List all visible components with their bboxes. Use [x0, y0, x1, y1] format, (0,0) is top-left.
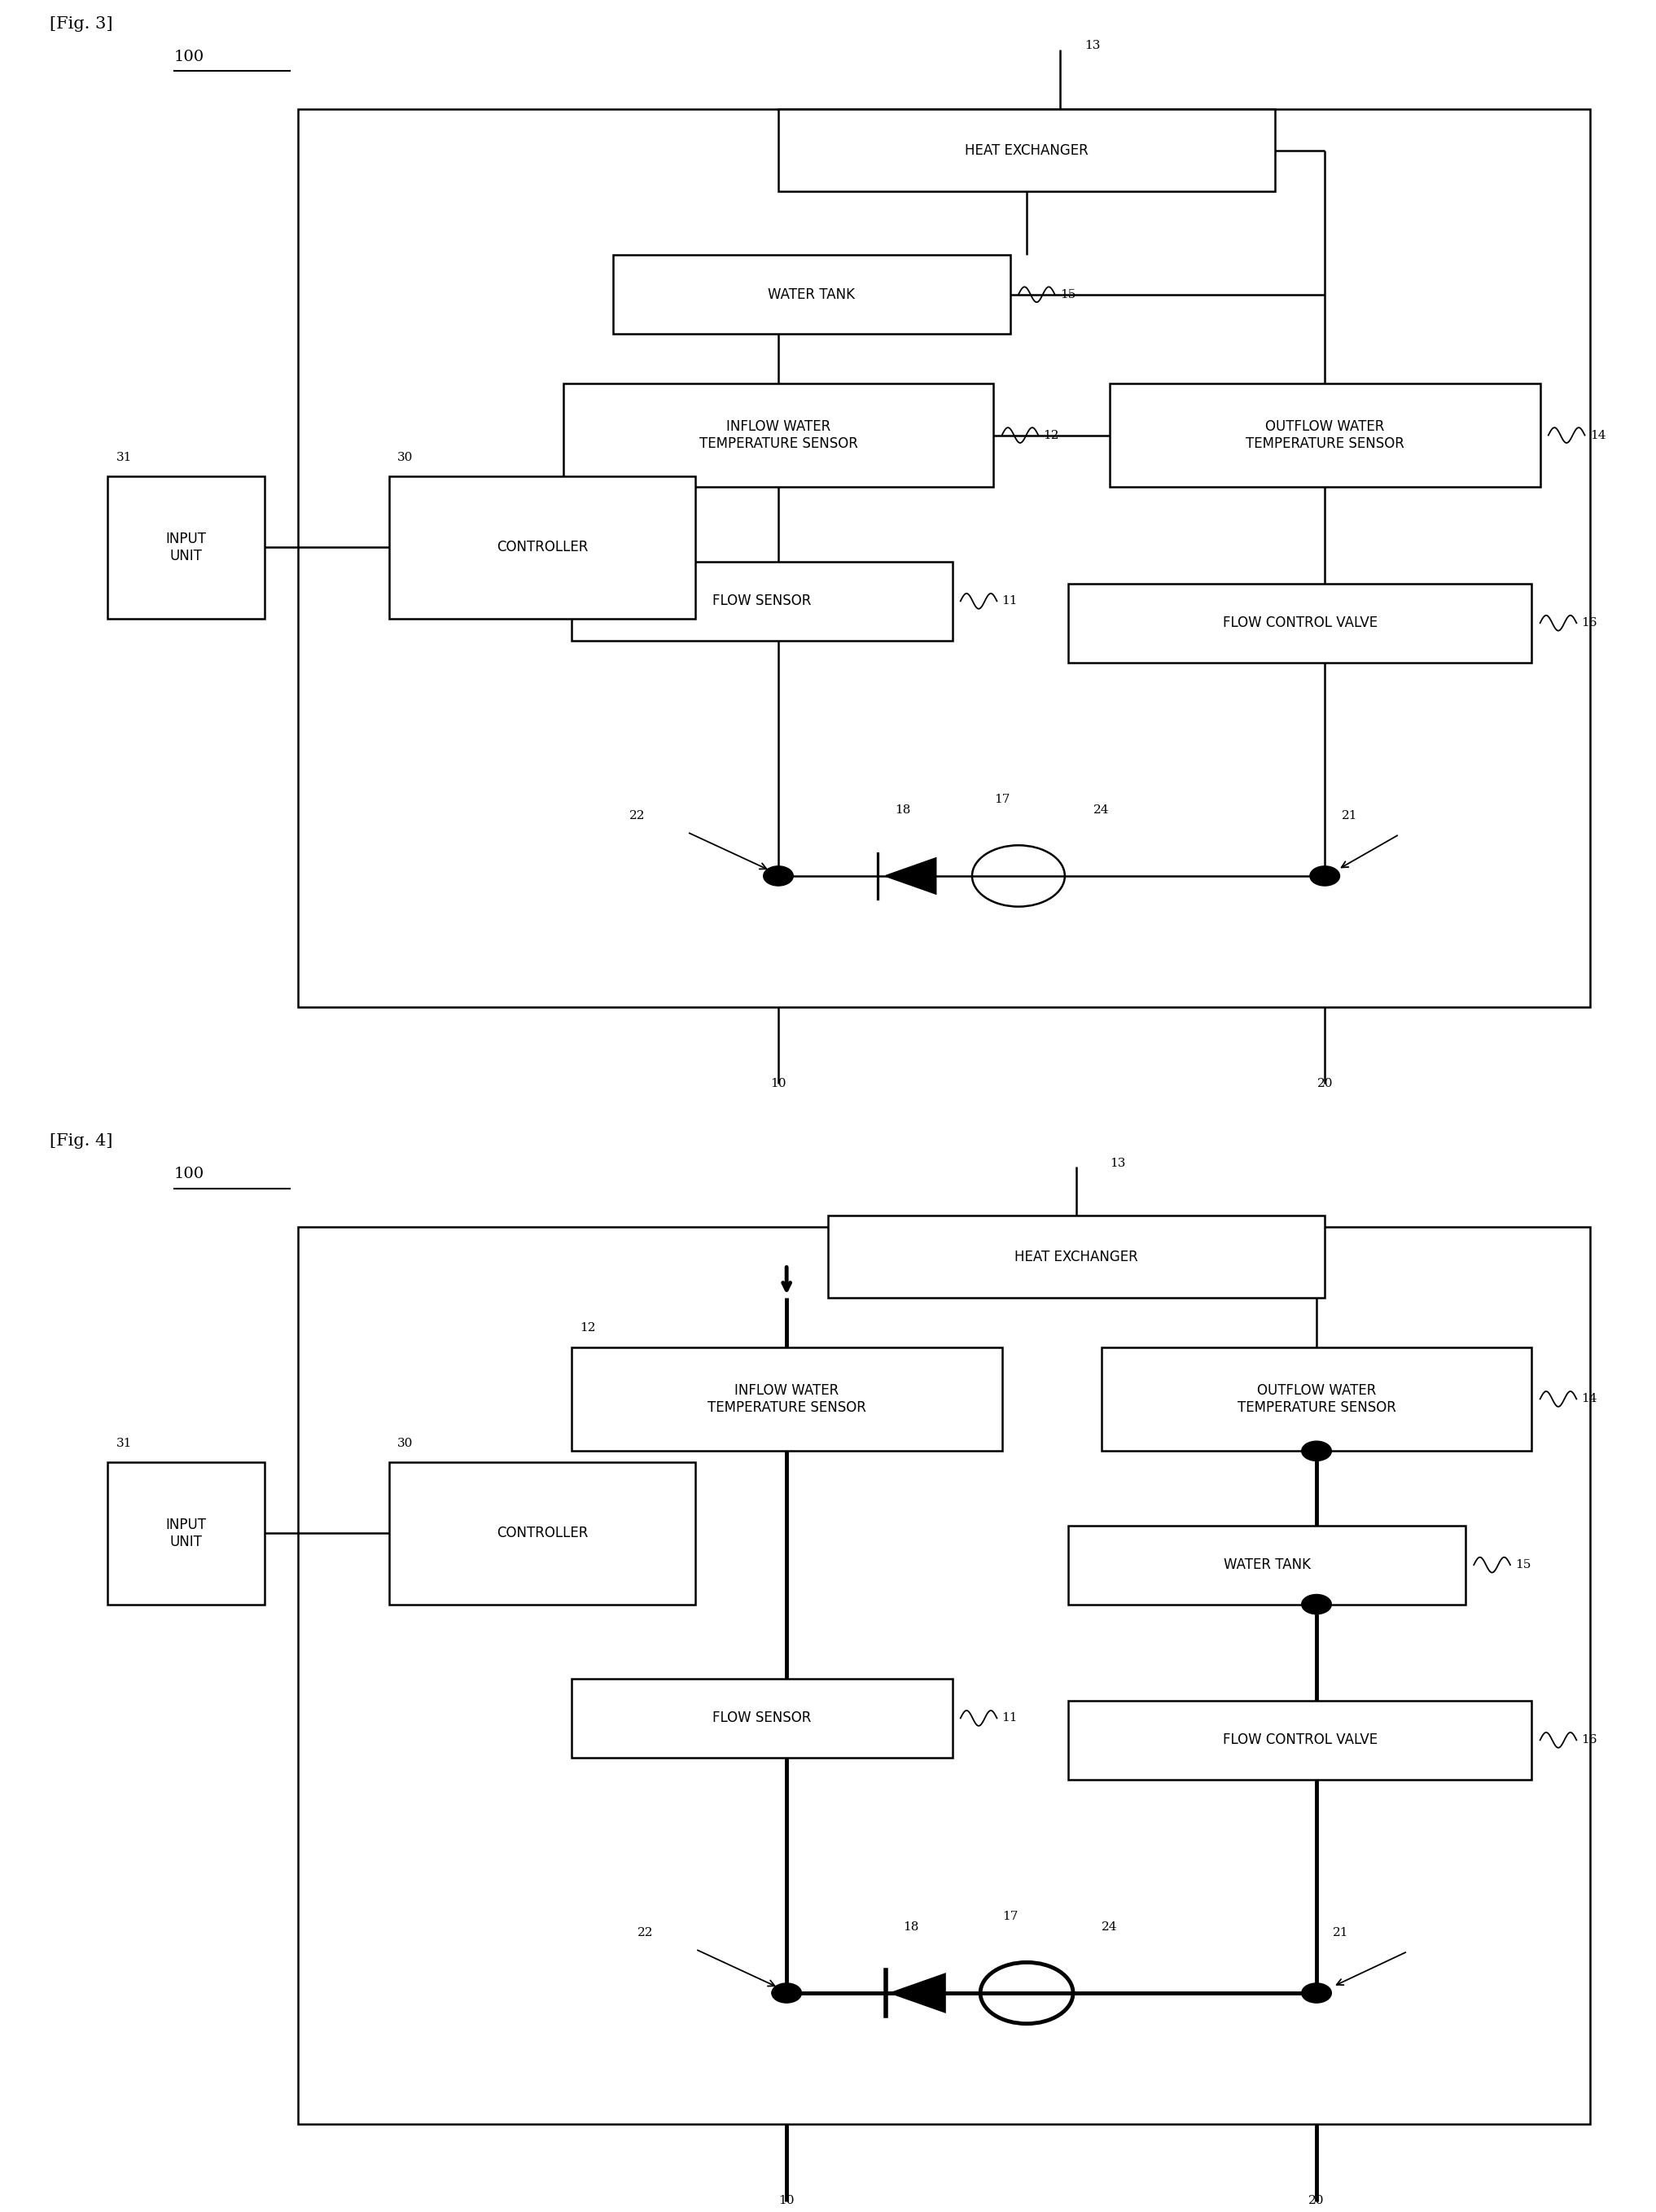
- Text: 22: 22: [629, 810, 646, 821]
- Text: 100: 100: [174, 49, 204, 64]
- Text: 24: 24: [1093, 805, 1110, 816]
- Bar: [1068, 1526, 1466, 1604]
- Text: 21: 21: [1341, 810, 1358, 821]
- Text: INPUT
UNIT: INPUT UNIT: [166, 531, 207, 564]
- Bar: [828, 1217, 1325, 1298]
- Text: WATER TANK: WATER TANK: [768, 288, 854, 301]
- Text: FLOW SENSOR: FLOW SENSOR: [712, 1710, 811, 1725]
- Text: HEAT EXCHANGER: HEAT EXCHANGER: [965, 144, 1088, 157]
- Circle shape: [763, 867, 793, 885]
- Text: 16: 16: [1581, 1734, 1598, 1745]
- Text: 17: 17: [994, 794, 1010, 805]
- Text: FLOW SENSOR: FLOW SENSOR: [712, 593, 811, 608]
- Polygon shape: [894, 1975, 944, 2011]
- Text: 17: 17: [1002, 1911, 1018, 1922]
- Text: OUTFLOW WATER
TEMPERATURE SENSOR: OUTFLOW WATER TEMPERATURE SENSOR: [1245, 420, 1404, 451]
- Text: 15: 15: [1060, 290, 1076, 301]
- Circle shape: [1302, 1442, 1331, 1460]
- Text: 18: 18: [894, 805, 911, 816]
- Bar: [389, 476, 696, 619]
- Bar: [1068, 1701, 1532, 1778]
- Circle shape: [1302, 1984, 1331, 2002]
- Text: 15: 15: [1515, 1559, 1532, 1571]
- Text: HEAT EXCHANGER: HEAT EXCHANGER: [1015, 1250, 1138, 1263]
- Text: [Fig. 3]: [Fig. 3]: [50, 15, 113, 31]
- Bar: [571, 562, 952, 641]
- Text: 13: 13: [1085, 40, 1101, 51]
- Text: 18: 18: [903, 1922, 919, 1933]
- Circle shape: [1302, 1595, 1331, 1615]
- Circle shape: [1310, 867, 1340, 885]
- Text: 12: 12: [1043, 429, 1060, 440]
- Text: 11: 11: [1002, 1712, 1018, 1723]
- Text: 20: 20: [1317, 1077, 1333, 1091]
- Bar: [778, 111, 1275, 192]
- Text: 16: 16: [1581, 617, 1598, 628]
- Text: 20: 20: [1308, 2194, 1325, 2208]
- Text: 10: 10: [770, 1077, 787, 1091]
- Text: 31: 31: [116, 1438, 132, 1449]
- Bar: [1110, 383, 1540, 487]
- Bar: [571, 1347, 1002, 1451]
- Text: 24: 24: [1101, 1922, 1118, 1933]
- Text: CONTROLLER: CONTROLLER: [497, 1526, 588, 1540]
- Text: WATER TANK: WATER TANK: [1224, 1557, 1310, 1573]
- Bar: [389, 1462, 696, 1604]
- Text: 21: 21: [1333, 1927, 1350, 1938]
- Bar: [1068, 584, 1532, 661]
- Text: 14: 14: [1581, 1394, 1598, 1405]
- Text: 12: 12: [580, 1323, 596, 1334]
- Polygon shape: [886, 858, 936, 894]
- Bar: [613, 254, 1010, 334]
- Bar: [1101, 1347, 1532, 1451]
- Text: FLOW CONTROL VALVE: FLOW CONTROL VALVE: [1222, 615, 1378, 630]
- Text: FLOW CONTROL VALVE: FLOW CONTROL VALVE: [1222, 1732, 1378, 1747]
- Text: 11: 11: [1002, 595, 1018, 606]
- Text: 10: 10: [778, 2194, 795, 2208]
- Text: INFLOW WATER
TEMPERATURE SENSOR: INFLOW WATER TEMPERATURE SENSOR: [699, 420, 858, 451]
- Text: 30: 30: [397, 1438, 414, 1449]
- Text: 14: 14: [1590, 429, 1606, 440]
- Text: CONTROLLER: CONTROLLER: [497, 540, 588, 555]
- Bar: [298, 1225, 1590, 2124]
- Text: INFLOW WATER
TEMPERATURE SENSOR: INFLOW WATER TEMPERATURE SENSOR: [707, 1382, 866, 1416]
- Text: 30: 30: [397, 451, 414, 462]
- Bar: [571, 1679, 952, 1759]
- Bar: [563, 383, 994, 487]
- Bar: [108, 476, 265, 619]
- Text: 100: 100: [174, 1166, 204, 1181]
- Text: INPUT
UNIT: INPUT UNIT: [166, 1517, 207, 1548]
- Text: 13: 13: [1110, 1157, 1126, 1168]
- Bar: [298, 111, 1590, 1006]
- Text: [Fig. 4]: [Fig. 4]: [50, 1133, 113, 1148]
- Text: OUTFLOW WATER
TEMPERATURE SENSOR: OUTFLOW WATER TEMPERATURE SENSOR: [1237, 1382, 1396, 1416]
- Circle shape: [772, 1984, 802, 2002]
- Text: 22: 22: [638, 1927, 654, 1938]
- Text: 31: 31: [116, 451, 132, 462]
- Bar: [108, 1462, 265, 1604]
